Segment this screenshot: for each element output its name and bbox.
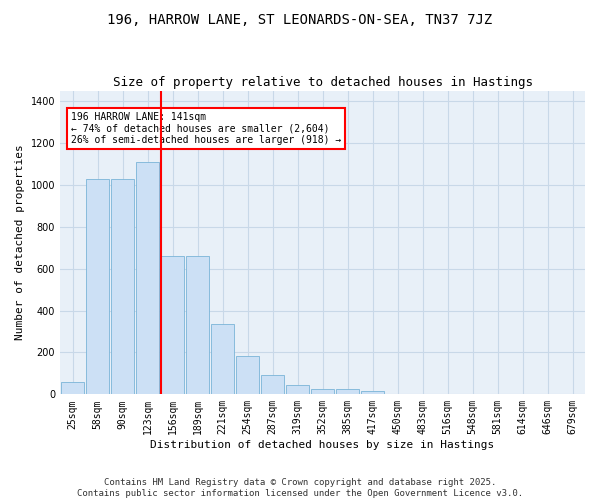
- Text: 196, HARROW LANE, ST LEONARDS-ON-SEA, TN37 7JZ: 196, HARROW LANE, ST LEONARDS-ON-SEA, TN…: [107, 12, 493, 26]
- X-axis label: Distribution of detached houses by size in Hastings: Distribution of detached houses by size …: [151, 440, 494, 450]
- Bar: [286, 385, 309, 394]
- Y-axis label: Number of detached properties: Number of detached properties: [15, 144, 25, 340]
- Bar: [336, 389, 359, 394]
- Bar: [361, 391, 384, 394]
- Bar: [186, 256, 209, 394]
- Bar: [61, 382, 84, 394]
- Bar: [236, 356, 259, 395]
- Bar: [211, 324, 234, 394]
- Bar: [136, 162, 159, 394]
- Bar: [161, 256, 184, 394]
- Bar: [111, 178, 134, 394]
- Text: Contains HM Land Registry data © Crown copyright and database right 2025.
Contai: Contains HM Land Registry data © Crown c…: [77, 478, 523, 498]
- Bar: [311, 389, 334, 394]
- Title: Size of property relative to detached houses in Hastings: Size of property relative to detached ho…: [113, 76, 533, 90]
- Bar: [261, 376, 284, 394]
- Text: 196 HARROW LANE: 141sqm
← 74% of detached houses are smaller (2,604)
26% of semi: 196 HARROW LANE: 141sqm ← 74% of detache…: [71, 112, 341, 145]
- Bar: [86, 178, 109, 394]
